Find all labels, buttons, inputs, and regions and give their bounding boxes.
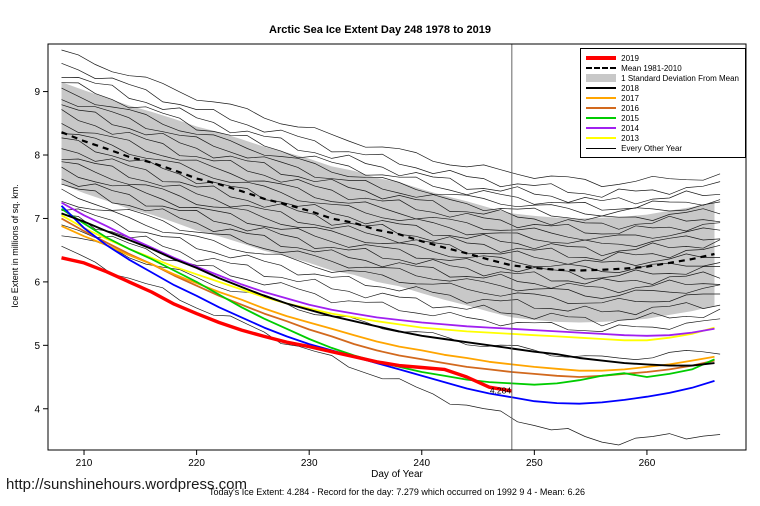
legend-swatch <box>586 107 617 109</box>
x-tick-label: 260 <box>639 458 656 469</box>
background-year-line <box>61 123 721 241</box>
series-line-2013 <box>61 214 715 342</box>
legend-item-2014: 2014 <box>586 123 739 133</box>
legend-label: 2015 <box>621 113 639 123</box>
background-year-line <box>61 224 721 332</box>
plot-border <box>47 43 747 451</box>
background-year-line <box>61 148 721 261</box>
chart-title: Arctic Sea Ice Extent Day 248 1978 to 20… <box>269 24 491 36</box>
legend-item-2016: 2016 <box>586 103 739 113</box>
legend-swatch <box>586 117 617 119</box>
legend-swatch <box>586 74 617 82</box>
legend-box: 2019 Mean 1981-2010 1 Standard Deviation F… <box>580 48 746 158</box>
legend-label: 2019 <box>621 53 639 63</box>
y-tick-label: 5 <box>34 341 40 352</box>
legend-label: 2018 <box>621 83 639 93</box>
legend-swatch <box>586 87 617 89</box>
background-year-line <box>61 109 721 235</box>
series-line-2018 <box>61 212 715 367</box>
y-tick-label: 4 <box>34 404 40 415</box>
y-tick-label: 9 <box>34 87 40 98</box>
legend-swatch <box>586 97 617 99</box>
background-year-line <box>61 99 721 221</box>
background-year-line <box>61 49 721 187</box>
legend-label: Mean 1981-2010 <box>621 63 682 73</box>
background-year-line <box>61 245 721 446</box>
background-year-line <box>61 137 721 257</box>
background-year-line <box>61 77 721 205</box>
series-line-2014 <box>61 201 715 337</box>
background-year-line <box>61 213 721 327</box>
legend-item-2013: 2013 <box>586 133 739 143</box>
current-extent-annotation: 4.284 <box>490 386 512 396</box>
y-tick-label: 8 <box>34 151 40 162</box>
legend-label: 2013 <box>621 133 639 143</box>
background-year-line <box>61 87 721 217</box>
y-axis-label: Ice Extent in millions of sq. km. <box>10 184 20 308</box>
legend-swatch <box>586 67 617 69</box>
background-year-line <box>61 208 721 316</box>
series-line-2019 <box>61 256 513 393</box>
background-year-line <box>61 133 721 247</box>
x-tick-label: 230 <box>301 458 318 469</box>
legend-label: 1 Standard Deviation From Mean <box>621 73 739 83</box>
legend-item-every-other-year: Every Other Year <box>586 143 739 153</box>
legend-item-mean-1981-2010: Mean 1981-2010 <box>586 63 739 73</box>
background-year-line <box>61 200 721 304</box>
background-year-line <box>61 161 721 273</box>
y-tick-label: 7 <box>34 214 40 225</box>
legend-swatch <box>586 147 617 149</box>
legend-label: Every Other Year <box>621 143 683 153</box>
series-line-unlabeled-blue-year <box>60 205 715 405</box>
x-tick-label: 210 <box>76 458 93 469</box>
legend-label: 2016 <box>621 103 639 113</box>
background-year-line <box>61 158 721 266</box>
background-year-line <box>61 104 721 230</box>
background-year-line <box>61 188 721 299</box>
legend-item-2018: 2018 <box>586 83 739 93</box>
x-tick-label: 250 <box>526 458 543 469</box>
background-year-line <box>61 82 721 211</box>
legend-swatch <box>586 137 617 139</box>
legend-label: 2017 <box>621 93 639 103</box>
legend-swatch <box>586 127 617 129</box>
legend-item-2015: 2015 <box>586 113 739 123</box>
std-dev-band <box>61 82 715 323</box>
background-year-line <box>61 62 721 198</box>
background-year-line <box>61 178 721 285</box>
y-tick-label: 6 <box>34 277 40 288</box>
x-tick-label: 220 <box>188 458 205 469</box>
background-year-line <box>61 183 721 294</box>
legend-item-2017: 2017 <box>586 93 739 103</box>
mean-line <box>61 131 715 272</box>
series-line-2017 <box>61 225 715 372</box>
background-year-line <box>61 166 721 280</box>
legend-item-1-standard-deviation-from-mean: 1 Standard Deviation From Mean <box>586 73 739 83</box>
source-url: http://sunshinehours.wordpress.com <box>6 476 247 493</box>
legend-label: 2014 <box>621 123 639 133</box>
x-axis-label: Day of Year <box>371 469 423 480</box>
legend-swatch <box>586 56 617 60</box>
stats-caption: Today's Ice Extent: 4.284 - Record for t… <box>209 487 585 497</box>
x-tick-label: 240 <box>413 458 430 469</box>
legend-item-2019: 2019 <box>586 53 739 63</box>
